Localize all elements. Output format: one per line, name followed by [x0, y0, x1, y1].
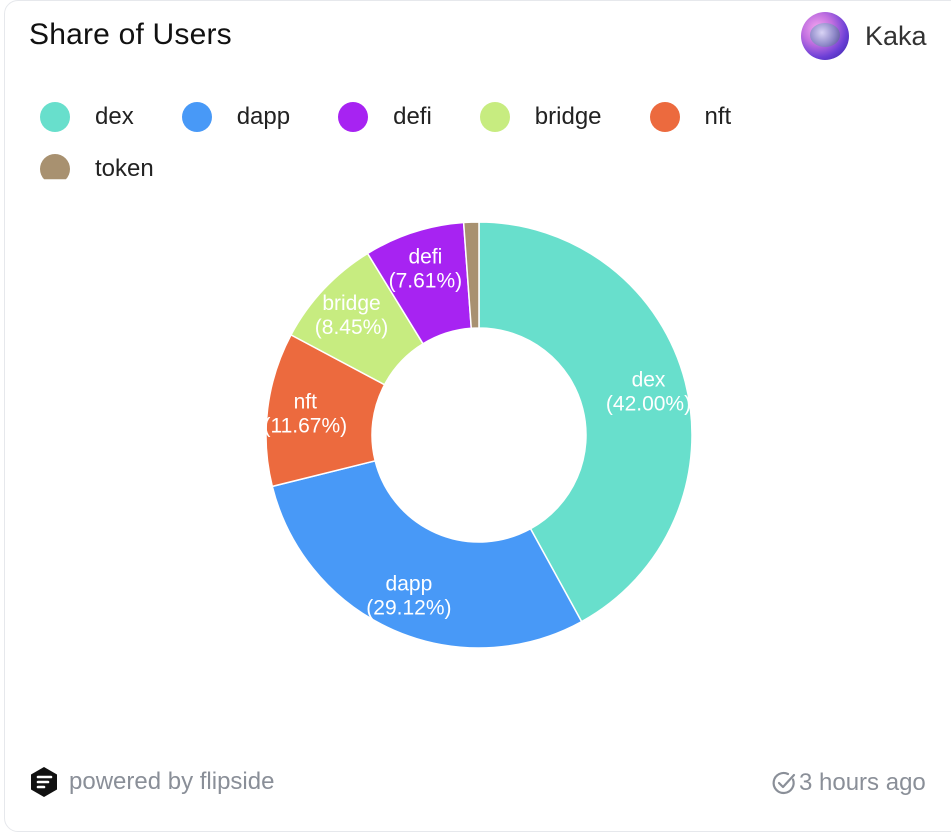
user-chip[interactable]: Kaka — [801, 12, 927, 60]
donut-labels: dex(42.00%) dapp(29.12%) nft(11.67%) bridge… — [263, 245, 691, 619]
powered-by-link[interactable]: powered by flipside — [29, 766, 274, 798]
slice-label-value-bridge: (8.45%) — [315, 316, 389, 339]
legend-item-nft[interactable]: nft — [649, 98, 732, 136]
donut-chart: dex(42.00%) dapp(29.12%) nft(11.67%) bridge… — [263, 221, 693, 649]
flipside-logo-icon — [31, 767, 57, 797]
legend-label-nft: nft — [704, 103, 732, 130]
updated-text: 3 hours ago — [799, 769, 926, 796]
slice-label-name-defi: defi — [408, 245, 442, 268]
legend-label-dapp: dapp — [236, 103, 291, 130]
slice-label-value-nft: (11.67%) — [263, 415, 347, 438]
slice-label-value-dex: (42.00%) — [606, 392, 691, 415]
slice-dapp[interactable] — [271, 459, 583, 649]
legend-swatch-bridge — [479, 102, 510, 132]
avatar[interactable] — [801, 12, 849, 60]
brain-icon — [810, 23, 840, 47]
legend-item-defi[interactable]: defi — [338, 98, 432, 136]
legend-label-token: token — [95, 155, 154, 182]
powered-by-text: powered by flipside — [69, 768, 275, 795]
legend-swatch-dapp — [181, 102, 212, 132]
legend-item-bridge[interactable]: bridge — [479, 98, 602, 136]
legend-item-token[interactable]: token — [40, 150, 154, 188]
slice-label-name-dapp: dapp — [386, 572, 433, 595]
slice-label-name-dex: dex — [632, 368, 666, 391]
legend-swatch-token — [40, 154, 70, 180]
legend-swatch-dex — [40, 102, 70, 132]
chart-legend: dex dapp defi bridge nft token — [40, 98, 800, 188]
donut-slices — [265, 221, 693, 649]
legend-item-dex[interactable]: dex — [40, 98, 134, 136]
check-clock-icon — [772, 771, 796, 795]
slice-dex[interactable] — [478, 221, 693, 623]
last-updated: 3 hours ago — [771, 769, 926, 797]
slice-label-value-defi: (7.61%) — [389, 269, 463, 292]
legend-label-dex: dex — [95, 103, 134, 130]
legend-label-bridge: bridge — [534, 103, 602, 130]
chart-card — [4, 0, 951, 832]
chart-title: Share of Users — [29, 18, 232, 51]
legend-swatch-nft — [649, 102, 680, 132]
slice-label-value-dapp: (29.12%) — [366, 596, 451, 619]
legend-swatch-defi — [338, 102, 369, 132]
legend-item-dapp[interactable]: dapp — [181, 98, 291, 136]
legend-label-defi: defi — [393, 103, 432, 130]
slice-token[interactable] — [462, 221, 480, 330]
user-name[interactable]: Kaka — [865, 20, 927, 51]
slice-label-name-bridge: bridge — [322, 292, 380, 315]
slice-label-name-nft: nft — [294, 391, 318, 414]
